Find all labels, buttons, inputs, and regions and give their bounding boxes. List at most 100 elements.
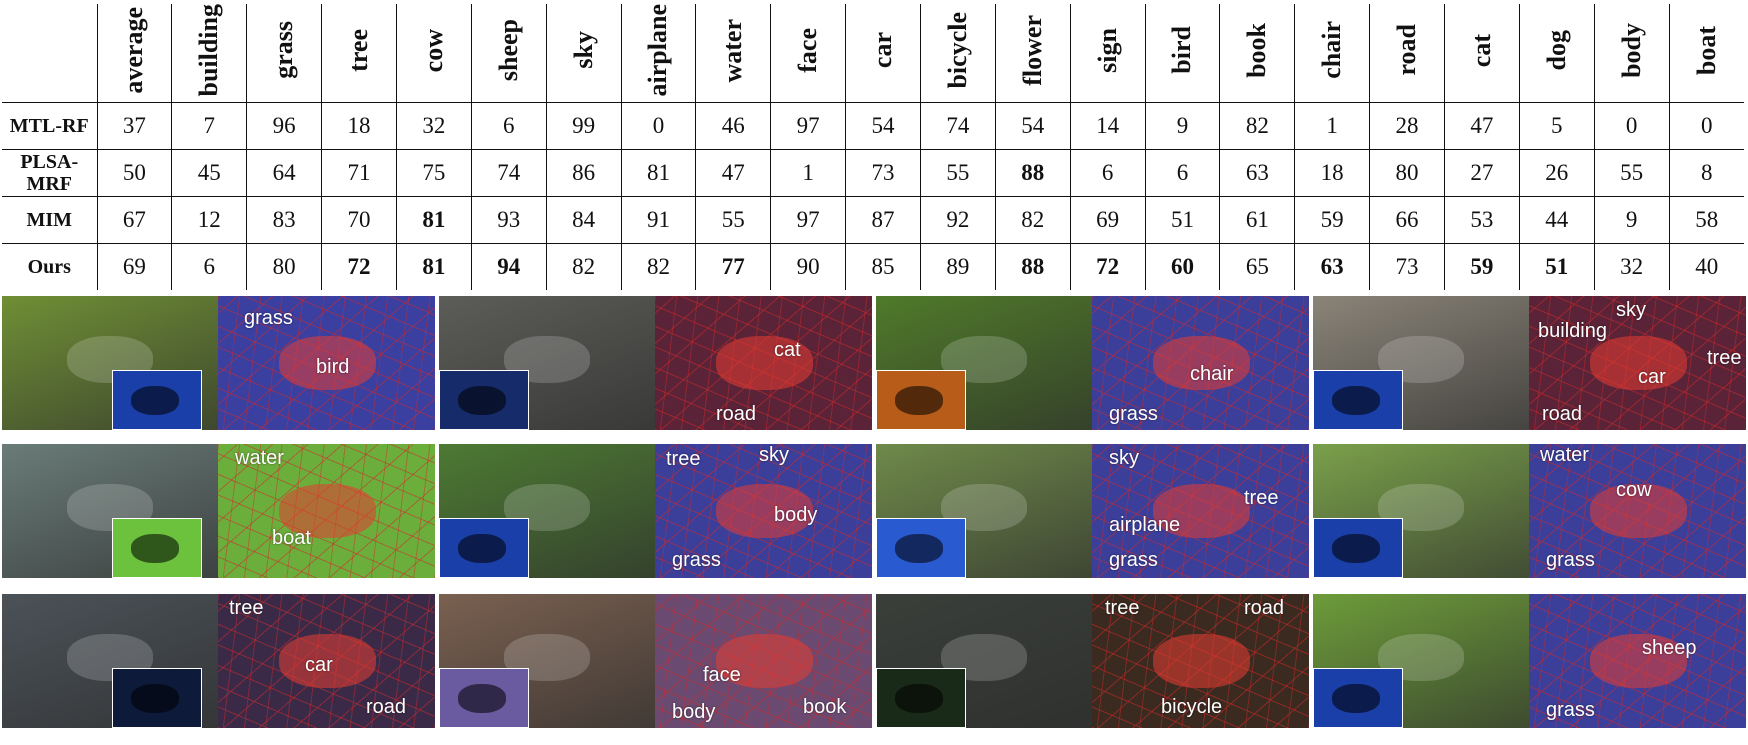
- ground-truth-region: [894, 683, 943, 713]
- column-header-face: face: [770, 4, 847, 103]
- figure-panel-face: face body book: [439, 594, 872, 728]
- table-cell: 93: [470, 195, 547, 244]
- table-cell: 0: [620, 101, 697, 150]
- table-cell: 67: [96, 195, 173, 244]
- column-header-label: cat: [1466, 33, 1496, 67]
- input-photo: [876, 594, 1092, 728]
- table-cell: 8: [1668, 148, 1744, 197]
- ground-truth-region: [130, 683, 179, 713]
- table-cell: 46: [695, 101, 772, 150]
- table-cell: 51: [1144, 195, 1221, 244]
- segmentation-result: grass bird: [218, 296, 435, 430]
- ground-truth-region: [130, 533, 179, 563]
- column-header-chair: chair: [1294, 4, 1371, 103]
- column-header-label: road: [1392, 24, 1422, 77]
- figure-panel-bicycles: tree road bicycle: [876, 594, 1309, 728]
- column-header-sky: sky: [545, 4, 622, 103]
- ground-truth-inset: [1313, 668, 1403, 728]
- column-header-building: building: [171, 4, 248, 103]
- table-cell: 5: [1518, 101, 1595, 150]
- ground-truth-region: [894, 533, 943, 563]
- table-cell: 0: [1668, 101, 1744, 150]
- table-cell: 47: [695, 148, 772, 197]
- figure-panel-bench: chair grass: [876, 296, 1309, 430]
- table-cell: 63: [1294, 242, 1371, 290]
- segmented-object: [1152, 484, 1251, 538]
- column-header-bicycle: bicycle: [919, 4, 996, 103]
- segmentation-result: water boat: [218, 444, 435, 578]
- column-header-label: boat: [1691, 25, 1721, 75]
- table-cell: 59: [1443, 242, 1520, 290]
- column-header-label: sky: [568, 31, 598, 70]
- class-label: grass: [1109, 549, 1158, 571]
- table-cell: 63: [1219, 148, 1296, 197]
- column-header-bird: bird: [1144, 4, 1221, 103]
- table-cell: 1: [770, 148, 847, 197]
- table-cell: 91: [620, 195, 697, 244]
- class-label: road: [1542, 403, 1583, 425]
- class-label: tree: [1105, 597, 1140, 619]
- column-header-label: chair: [1317, 21, 1347, 80]
- column-header-label: face: [793, 27, 823, 73]
- class-label: sky: [1109, 447, 1139, 469]
- class-label: building: [1538, 320, 1607, 342]
- segmentation-result: cat road: [655, 296, 872, 430]
- table-cell: 7: [171, 101, 248, 150]
- table-cell: 45: [171, 148, 248, 197]
- table-cell: 53: [1443, 195, 1520, 244]
- ground-truth-region: [457, 533, 506, 563]
- table-row: PLSA-MRF 50 45 64 71 75 74 86 81 47 1 73 55 88 6 6 63 18 8…: [2, 148, 1744, 197]
- class-label: water: [1540, 444, 1589, 466]
- column-header-label: water: [718, 18, 748, 83]
- ground-truth-inset: [112, 668, 202, 728]
- class-label: grass: [244, 307, 293, 329]
- column-header-cow: cow: [395, 4, 472, 103]
- column-header-label: flower: [1017, 14, 1047, 86]
- ground-truth-inset: [112, 370, 202, 430]
- ground-truth-inset: [876, 668, 966, 728]
- segmented-object: [1589, 336, 1688, 390]
- figure-panel-airplane: sky tree airplane grass: [876, 444, 1309, 578]
- table-cell: 14: [1069, 101, 1146, 150]
- column-header-label: grass: [269, 21, 299, 80]
- segmented-object: [1589, 484, 1688, 538]
- ground-truth-inset: [439, 668, 529, 728]
- column-header-label: airplane: [643, 4, 673, 97]
- header-row: average building grass tree cow sheep sky airpl…: [2, 4, 1744, 103]
- table-cell: 80: [1369, 148, 1445, 197]
- segmentation-result: sky building tree car road: [1529, 296, 1746, 430]
- figure-panel-boat: water boat: [2, 444, 435, 578]
- input-photo: [439, 444, 655, 578]
- figure-panel-street: sky building tree car road: [1313, 296, 1746, 430]
- class-label: sheep: [1642, 637, 1697, 659]
- figure-panel-cat: cat road: [439, 296, 872, 430]
- table-cell: 89: [919, 242, 996, 290]
- table-cell: 32: [1593, 242, 1670, 290]
- column-header-boat: boat: [1668, 4, 1744, 103]
- table-cell: 44: [1518, 195, 1595, 244]
- ground-truth-inset: [439, 518, 529, 578]
- input-photo: [2, 444, 218, 578]
- table-cell: 82: [620, 242, 697, 290]
- table-cell: 73: [845, 148, 921, 197]
- table-cell: 40: [1668, 242, 1744, 290]
- segmented-object: [278, 634, 377, 688]
- class-label: bicycle: [1161, 696, 1223, 718]
- table-row: Ours 69 6 80 72 81 94 82 82 77 90 85 89 88 72 60 65 63 73 5…: [2, 242, 1744, 290]
- column-header-label: cow: [418, 28, 448, 72]
- table-cell: 86: [545, 148, 622, 197]
- column-header-label: bicycle: [942, 11, 972, 89]
- table-body: MTL-RF 37 7 96 18 32 6 99 0 46 97 54 74 54 14 9 82 1 28 47 5…: [2, 101, 1744, 290]
- segmentation-result: water cow grass: [1529, 444, 1746, 578]
- table-cell: 66: [1369, 195, 1445, 244]
- input-photo: [1313, 594, 1529, 728]
- table-cell: 6: [1144, 148, 1221, 197]
- table-cell: 92: [919, 195, 996, 244]
- class-label: chair: [1190, 363, 1234, 385]
- class-label: bird: [316, 356, 350, 378]
- table-row: MTL-RF 37 7 96 18 32 6 99 0 46 97 54 74 54 14 9 82 1 28 47 5…: [2, 101, 1744, 150]
- ground-truth-region: [130, 385, 179, 415]
- table-cell: 90: [770, 242, 847, 290]
- segmentation-result: sky tree airplane grass: [1092, 444, 1309, 578]
- input-photo: [876, 296, 1092, 430]
